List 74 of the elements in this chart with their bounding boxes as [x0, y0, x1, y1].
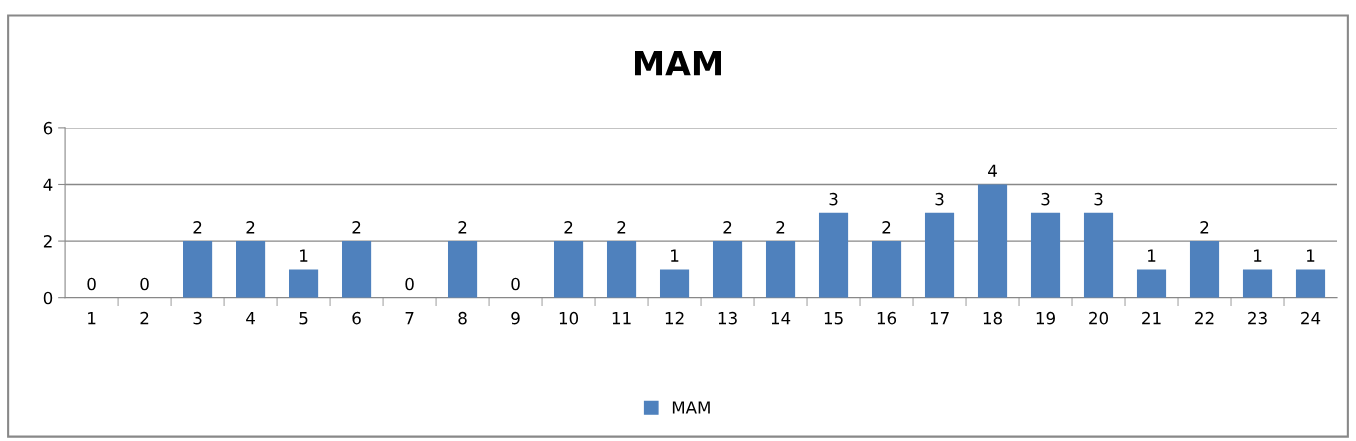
x-tick-label: 15: [824, 312, 843, 325]
x-tick-label: 2: [140, 311, 149, 325]
data-label: 2: [617, 221, 626, 234]
data-label: 0: [140, 277, 149, 291]
data-label: 2: [458, 221, 467, 234]
x-tick-label: 9: [511, 311, 520, 325]
bar: [1083, 212, 1114, 298]
data-label: 1: [1307, 249, 1315, 262]
bar: [659, 269, 690, 298]
data-label: 3: [935, 192, 944, 206]
data-label: 2: [723, 221, 732, 234]
y-tick-label: 0: [43, 291, 53, 305]
bar: [553, 241, 584, 298]
chart-title: MAM: [634, 51, 721, 76]
y-tick-label: 4: [43, 178, 53, 191]
data-label: 4: [988, 164, 997, 177]
x-tick-label: 14: [771, 312, 791, 325]
data-label: 3: [1041, 192, 1050, 206]
x-tick-label: 23: [1248, 311, 1267, 325]
bar: [924, 212, 955, 298]
data-label: 2: [352, 221, 361, 234]
x-tick-label: 24: [1301, 311, 1321, 325]
x-tick-label: 22: [1195, 311, 1214, 325]
data-label: 1: [1254, 249, 1262, 262]
x-tick-label: 13: [718, 311, 737, 325]
data-label: 3: [1094, 192, 1103, 206]
bar: [289, 269, 319, 298]
x-tick-label: 8: [458, 311, 467, 325]
bar: [1295, 269, 1326, 298]
data-label: 2: [1200, 221, 1209, 234]
bar: [183, 241, 213, 298]
bar: [977, 184, 1008, 298]
data-label: 2: [564, 221, 573, 234]
x-tick-label: 10: [559, 311, 579, 325]
x-tick-label: 12: [665, 311, 684, 325]
data-label: 2: [776, 221, 785, 234]
x-tick-label: 1: [88, 312, 96, 325]
data-label: 2: [246, 221, 255, 234]
bar: [342, 241, 372, 298]
bar: [606, 241, 637, 298]
x-tick-label: 6: [352, 311, 361, 325]
y-tick-label: 6: [43, 121, 53, 135]
bar: [236, 241, 266, 298]
bar: [1030, 212, 1061, 298]
bar: [712, 241, 743, 298]
bar: [765, 241, 796, 298]
bar: [1136, 269, 1167, 298]
data-label: 0: [405, 277, 414, 291]
x-tick-label: 3: [193, 311, 202, 325]
data-label: 2: [882, 221, 891, 234]
data-label: 0: [511, 277, 520, 291]
x-tick-label: 21: [1142, 311, 1161, 325]
legend-label: MAM: [672, 401, 710, 414]
data-label: 1: [1148, 249, 1156, 262]
bar: [818, 212, 849, 298]
data-label: 1: [300, 249, 308, 262]
data-label: 2: [193, 221, 202, 234]
bar: [871, 241, 902, 298]
y-tick-label: 2: [43, 235, 52, 248]
x-tick-label: 19: [1036, 311, 1055, 325]
x-tick-label: 18: [983, 311, 1002, 325]
x-tick-label: 4: [246, 312, 255, 325]
x-tick-label: 20: [1089, 311, 1109, 325]
bar: [447, 241, 478, 298]
x-tick-label: 16: [877, 311, 897, 325]
bar: [1189, 241, 1220, 298]
data-label: 0: [87, 277, 96, 291]
data-label: 1: [671, 249, 679, 262]
bar: [1242, 269, 1273, 298]
x-tick-label: 17: [930, 312, 949, 325]
x-tick-label: 11: [612, 312, 631, 325]
x-tick-label: 5: [299, 312, 308, 325]
x-tick-label: 7: [405, 312, 414, 325]
data-label: 3: [829, 192, 838, 206]
